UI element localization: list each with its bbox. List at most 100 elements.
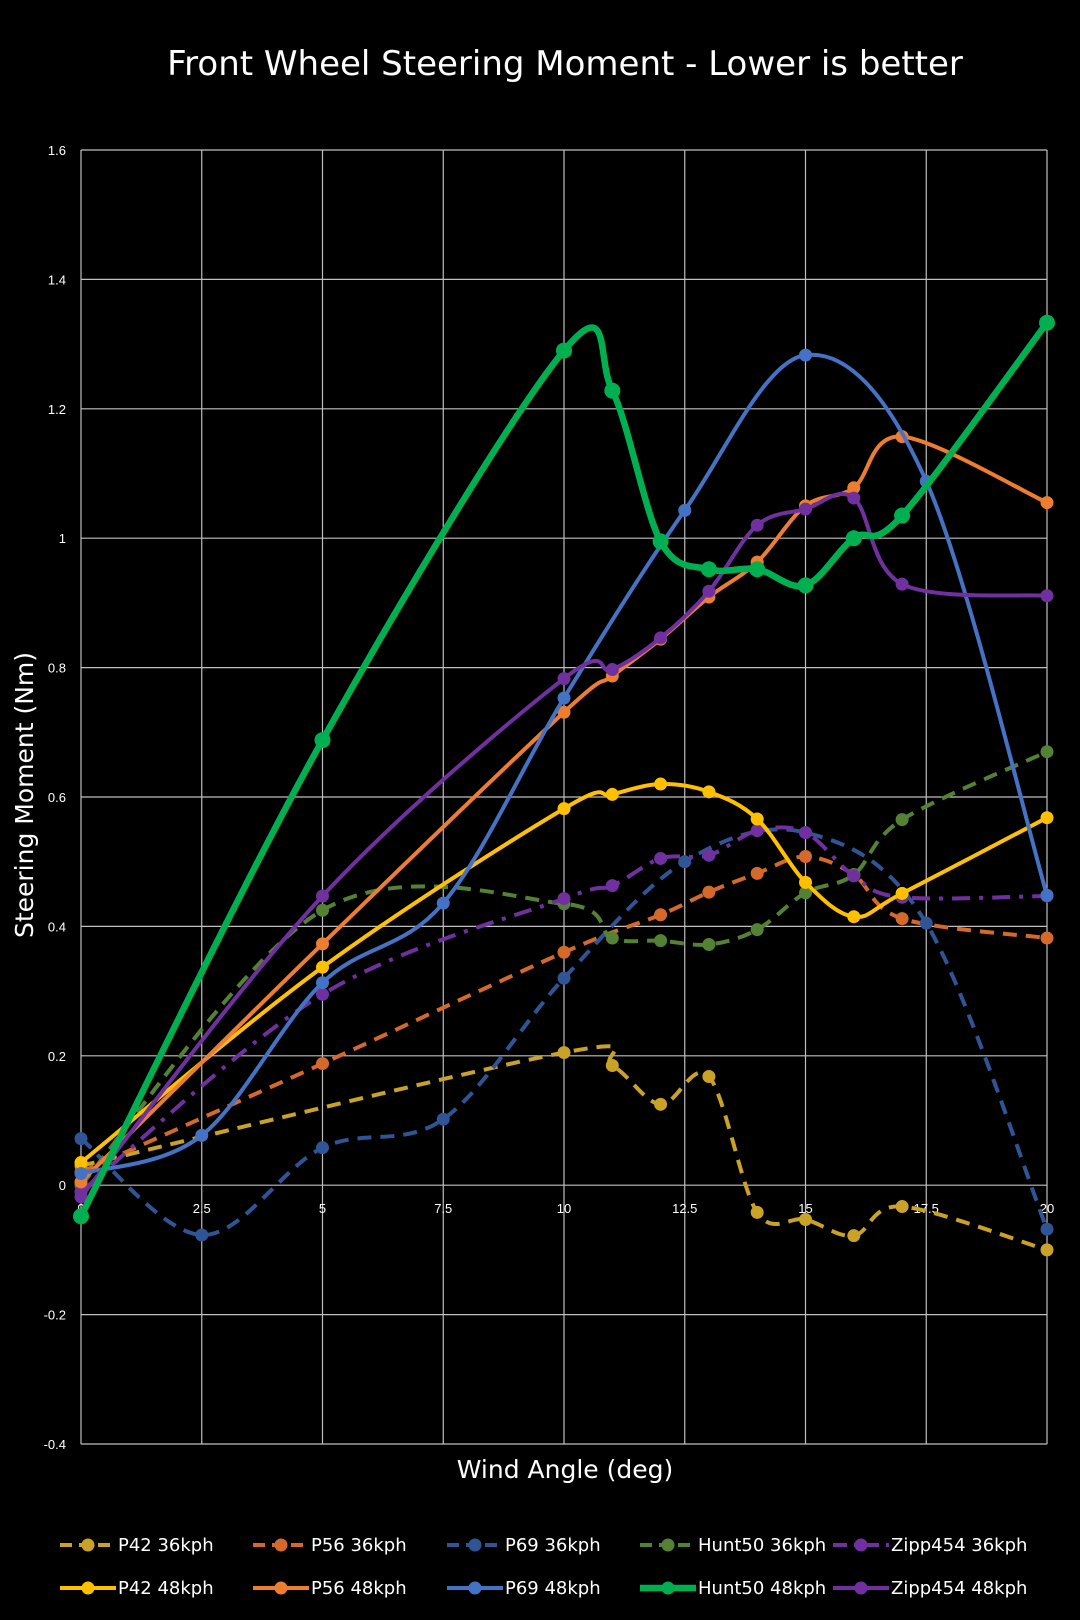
data-point (1039, 314, 1055, 331)
data-point (557, 802, 571, 816)
data-point (605, 879, 619, 893)
data-point (1040, 888, 1054, 902)
legend-label: P69 48kph (505, 1578, 601, 1599)
legend-item-hunt50-48kph: Hunt50 48kph (640, 1578, 826, 1599)
legend-item-p56-48kph: P56 48kph (253, 1578, 407, 1599)
y-tick-label: 0 (59, 1178, 66, 1193)
data-point (1040, 1222, 1054, 1236)
data-point (895, 886, 909, 900)
data-point (605, 663, 619, 677)
x-tick-label: 2.5 (193, 1201, 211, 1216)
legend-swatch-marker (468, 1581, 482, 1595)
legend-swatch-marker (81, 1538, 95, 1552)
x-tick-label: 17.5 (914, 1201, 939, 1216)
data-point (919, 916, 933, 930)
legend-label: P56 36kph (311, 1535, 407, 1556)
data-point (847, 1229, 861, 1243)
legend-swatch-marker (661, 1581, 675, 1595)
data-point (799, 875, 812, 889)
data-point (605, 931, 619, 945)
data-point (604, 382, 621, 399)
y-tick-label: -0.4 (44, 1437, 66, 1452)
data-point (195, 1128, 209, 1142)
data-point (316, 1057, 329, 1071)
data-point (1040, 589, 1054, 603)
x-tick-label: 5 (319, 1201, 326, 1216)
data-point (799, 850, 812, 864)
data-point (605, 787, 619, 801)
data-point (654, 908, 668, 922)
data-point (895, 1200, 909, 1214)
data-point (316, 889, 329, 903)
legend-label: Zipp454 36kph (891, 1535, 1027, 1556)
legend-swatch-marker (854, 1538, 868, 1552)
data-point (895, 577, 909, 591)
data-point (750, 923, 764, 937)
data-point (74, 1156, 88, 1170)
data-point (895, 912, 909, 926)
data-point (654, 777, 668, 791)
legend-label: P69 36kph (505, 1535, 601, 1556)
data-point (750, 518, 764, 532)
data-point (73, 1208, 89, 1225)
data-point (654, 934, 668, 948)
data-point (605, 1059, 619, 1073)
data-point (557, 945, 571, 959)
data-point (1040, 811, 1054, 825)
data-point (799, 886, 812, 900)
data-point (557, 892, 571, 906)
tick-labels: 0 2.5 5 7.5 10 12.5 15 17.5 20 1.6 1.4 1.2 1 0.8 0.6 0.… (44, 143, 1055, 1452)
legend-item-p56-36kph: P56 36kph (253, 1535, 407, 1556)
x-tick-label: 12.5 (672, 1201, 697, 1216)
data-point (316, 987, 329, 1001)
legend-swatch-marker (274, 1538, 288, 1552)
legend-label: P42 36kph (118, 1535, 214, 1556)
y-tick-label: 0.2 (48, 1049, 66, 1064)
legend-label: Zipp454 48kph (891, 1578, 1027, 1599)
data-point (557, 1046, 571, 1060)
data-point (749, 561, 766, 578)
data-point (557, 971, 571, 985)
data-point (702, 584, 716, 598)
x-tick-label: 20 (1040, 1201, 1054, 1216)
data-point (316, 960, 329, 974)
data-point (652, 533, 669, 550)
data-point (847, 481, 861, 495)
y-axis-label: Steering Moment (Nm) (10, 652, 39, 938)
data-point (1040, 745, 1054, 759)
y-tick-label: 1.6 (48, 143, 66, 158)
legend-item-zipp454-36kph: Zipp454 36kph (833, 1535, 1027, 1556)
data-point (702, 1070, 716, 1084)
legend: P42 36kph P56 36kph P69 36kph Hunt50 36kph Z… (60, 1535, 1027, 1599)
x-tick-label: 10 (557, 1201, 571, 1216)
series-zipp454-48kph (74, 491, 1054, 1204)
data-point (556, 342, 572, 359)
legend-item-p42-36kph: P42 36kph (60, 1535, 214, 1556)
data-point (74, 1132, 88, 1146)
data-point (700, 561, 717, 578)
data-point (847, 491, 861, 505)
legend-swatch-marker (661, 1538, 675, 1552)
x-axis-label: Wind Angle (deg) (457, 1455, 674, 1484)
data-point (557, 672, 571, 686)
data-point (195, 1228, 209, 1242)
data-point (678, 855, 692, 869)
data-point (797, 577, 814, 594)
x-tick-label: 15 (798, 1201, 812, 1216)
data-point (654, 851, 668, 865)
data-point (845, 530, 862, 547)
legend-item-p69-36kph: P69 36kph (447, 1535, 601, 1556)
grid (80, 149, 1048, 1445)
data-point (316, 903, 329, 917)
data-point (557, 705, 571, 719)
data-point (702, 885, 716, 899)
data-point (750, 812, 764, 826)
y-tick-label: -0.2 (44, 1308, 66, 1323)
legend-label: Hunt50 36kph (698, 1535, 826, 1556)
legend-swatch-marker (468, 1538, 482, 1552)
data-point (436, 1112, 450, 1126)
series-hunt50-48kph (73, 314, 1055, 1225)
data-point (894, 507, 911, 524)
